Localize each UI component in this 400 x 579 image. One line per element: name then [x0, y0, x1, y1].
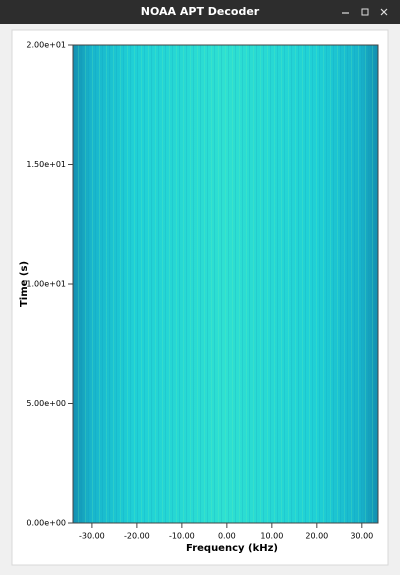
x-tick-label: 30.00: [350, 532, 373, 541]
y-tick-label: 0.00e+00: [26, 519, 66, 528]
x-tick-label: 10.00: [260, 532, 283, 541]
x-tick-label: -10.00: [169, 532, 195, 541]
x-tick-label: -20.00: [124, 532, 150, 541]
waterfall-texture: [73, 45, 378, 523]
x-axis-label: Frequency (kHz): [186, 543, 278, 554]
y-tick-label: 5.00e+00: [26, 399, 66, 408]
y-tick-label: 2.00e+01: [26, 41, 66, 50]
y-tick-label: 1.00e+01: [26, 280, 66, 289]
close-button[interactable]: [380, 8, 388, 16]
x-tick-label: 20.00: [305, 532, 328, 541]
maximize-button[interactable]: [361, 8, 369, 16]
window-title: NOAA APT Decoder: [141, 5, 260, 18]
x-tick-label: -30.00: [79, 532, 105, 541]
x-tick-label: 0.00: [218, 532, 236, 541]
title-bar: [0, 0, 400, 24]
y-axis-label: Time (s): [19, 261, 30, 307]
y-tick-label: 1.50e+01: [26, 160, 66, 169]
